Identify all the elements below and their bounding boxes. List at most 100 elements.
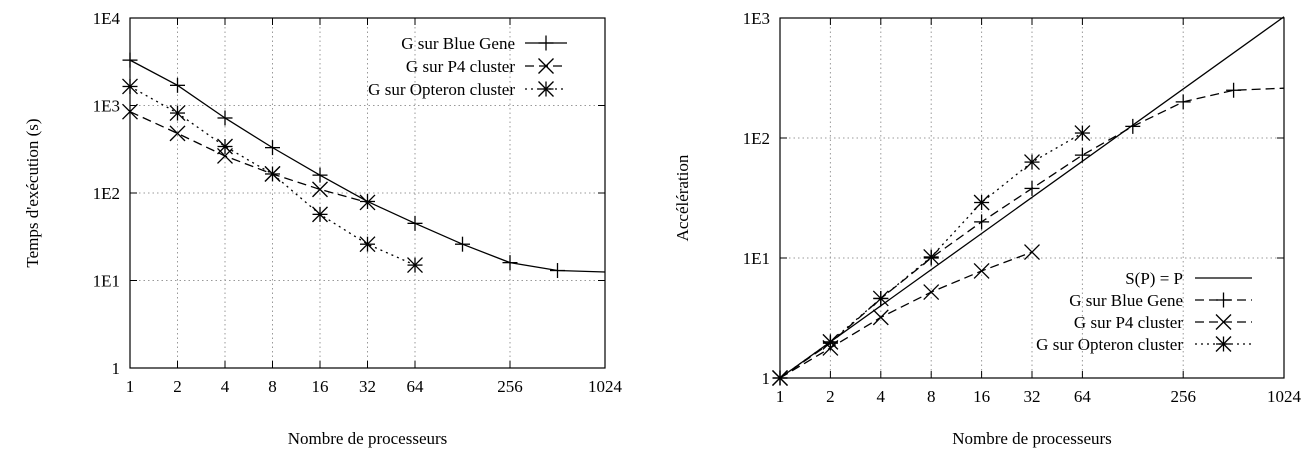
y-axis-title: Accélération — [673, 154, 692, 241]
data-point — [169, 125, 186, 142]
series-3 — [772, 244, 1040, 386]
x-tick-label: 4 — [221, 377, 230, 396]
data-point — [360, 193, 375, 209]
plot-frame — [129, 17, 606, 369]
x-tick-label: 4 — [877, 387, 886, 406]
data-point — [122, 52, 138, 68]
grid — [130, 18, 605, 368]
x-tick-label: 32 — [1024, 387, 1041, 406]
y-tick-label: 1 — [762, 369, 771, 388]
data-point — [122, 78, 138, 95]
data-point — [407, 257, 423, 274]
legend-label: G sur Opteron cluster — [1036, 335, 1183, 354]
chart-1: 1 2 4 8 16 32 64 256 1024 1 1E1 1E2 1E3 1E4 Nombre de … — [23, 9, 623, 448]
x-tick-label: 64 — [1074, 387, 1092, 406]
series-line — [779, 251, 1033, 379]
series-4 — [772, 125, 1091, 386]
data-point — [822, 333, 839, 350]
data-point — [264, 166, 281, 182]
y-tick-label: 1 — [112, 359, 121, 378]
x-tick-label: 1 — [776, 387, 785, 406]
series-line — [129, 111, 368, 204]
data-point — [1125, 118, 1141, 134]
data-point — [973, 194, 990, 211]
x-axis-title: Nombre de processeurs — [952, 429, 1112, 448]
y-tick-label: 1E4 — [93, 9, 121, 28]
data-point — [872, 290, 889, 307]
x-tick-label: 64 — [407, 377, 425, 396]
data-point — [1024, 154, 1040, 171]
data-point — [312, 181, 328, 198]
x-tick-label: 32 — [359, 377, 376, 396]
y-tick-label: 1E3 — [743, 9, 770, 28]
legend-label: S(P) = P — [1125, 269, 1183, 288]
legend-marker — [538, 81, 554, 97]
data-point — [1226, 82, 1242, 98]
data-point — [122, 103, 138, 120]
x-axis-title: Nombre de processeurs — [288, 429, 448, 448]
legend-label: G sur Opteron cluster — [368, 80, 515, 99]
chart-2: 1 2 4 8 16 32 64 256 1024 1 1E1 1E2 1E3 Nombre de pro… — [673, 9, 1302, 448]
data-point — [312, 167, 328, 183]
data-point — [169, 105, 186, 122]
legend-label: G sur P4 cluster — [1074, 313, 1183, 332]
data-point — [407, 215, 423, 231]
data-point — [1024, 244, 1040, 261]
data-point — [923, 249, 940, 265]
data-point — [359, 236, 376, 253]
data-point — [973, 262, 990, 279]
legend: S(P) = P G sur Blue Gene G sur P4 cluster G… — [1036, 269, 1252, 354]
legend-marker — [538, 35, 554, 51]
series-line — [779, 16, 1285, 379]
x-tick-label: 1024 — [588, 377, 623, 396]
x-tick-label: 2 — [826, 387, 835, 406]
data-point — [265, 140, 280, 156]
x-tick-label: 8 — [927, 387, 936, 406]
x-tick-label: 1024 — [1267, 387, 1302, 406]
series-3 — [122, 78, 423, 274]
data-point — [359, 194, 376, 211]
y-axis-title: Temps d'exécution (s) — [23, 118, 42, 267]
x-tick-label: 16 — [312, 377, 329, 396]
x-tick-label: 256 — [1170, 387, 1196, 406]
series-2 — [122, 103, 376, 211]
data-point — [1074, 125, 1091, 141]
y-tick-label: 1E2 — [743, 129, 770, 148]
data-point — [772, 370, 788, 386]
y-tick-label: 1E3 — [93, 97, 120, 116]
legend-marker — [1215, 314, 1232, 330]
legend-marker — [1215, 336, 1232, 352]
series-1 — [122, 52, 606, 279]
data-point — [170, 77, 185, 93]
x-tick-label: 16 — [973, 387, 990, 406]
y-tick-label: 1E1 — [743, 249, 770, 268]
y-tick-label: 1E1 — [93, 272, 120, 291]
y-tick-label: 1E2 — [93, 184, 120, 203]
x-tick-label: 2 — [173, 377, 182, 396]
data-point — [550, 263, 565, 279]
data-point — [872, 309, 889, 326]
series-2 — [772, 82, 1285, 386]
x-tick-label: 1 — [126, 377, 135, 396]
data-point — [217, 110, 233, 126]
data-point — [974, 214, 990, 230]
legend-marker — [1216, 292, 1231, 308]
legend: G sur Blue Gene G sur P4 cluster G sur Opt… — [368, 34, 567, 99]
x-tick-label: 8 — [268, 377, 277, 396]
legend-label: G sur Blue Gene — [1069, 291, 1183, 310]
data-point — [1024, 180, 1040, 196]
legend-label: G sur Blue Gene — [401, 34, 515, 53]
x-tick-label: 256 — [497, 377, 523, 396]
legend-label: G sur P4 cluster — [406, 57, 515, 76]
plot-frame — [779, 17, 1285, 379]
data-point — [1175, 94, 1191, 110]
data-point — [1074, 147, 1090, 163]
data-point — [217, 138, 233, 155]
data-point — [923, 284, 940, 301]
legend-marker — [538, 58, 554, 74]
data-point — [502, 255, 518, 271]
series-1 — [779, 16, 1285, 379]
data-point — [455, 236, 470, 252]
